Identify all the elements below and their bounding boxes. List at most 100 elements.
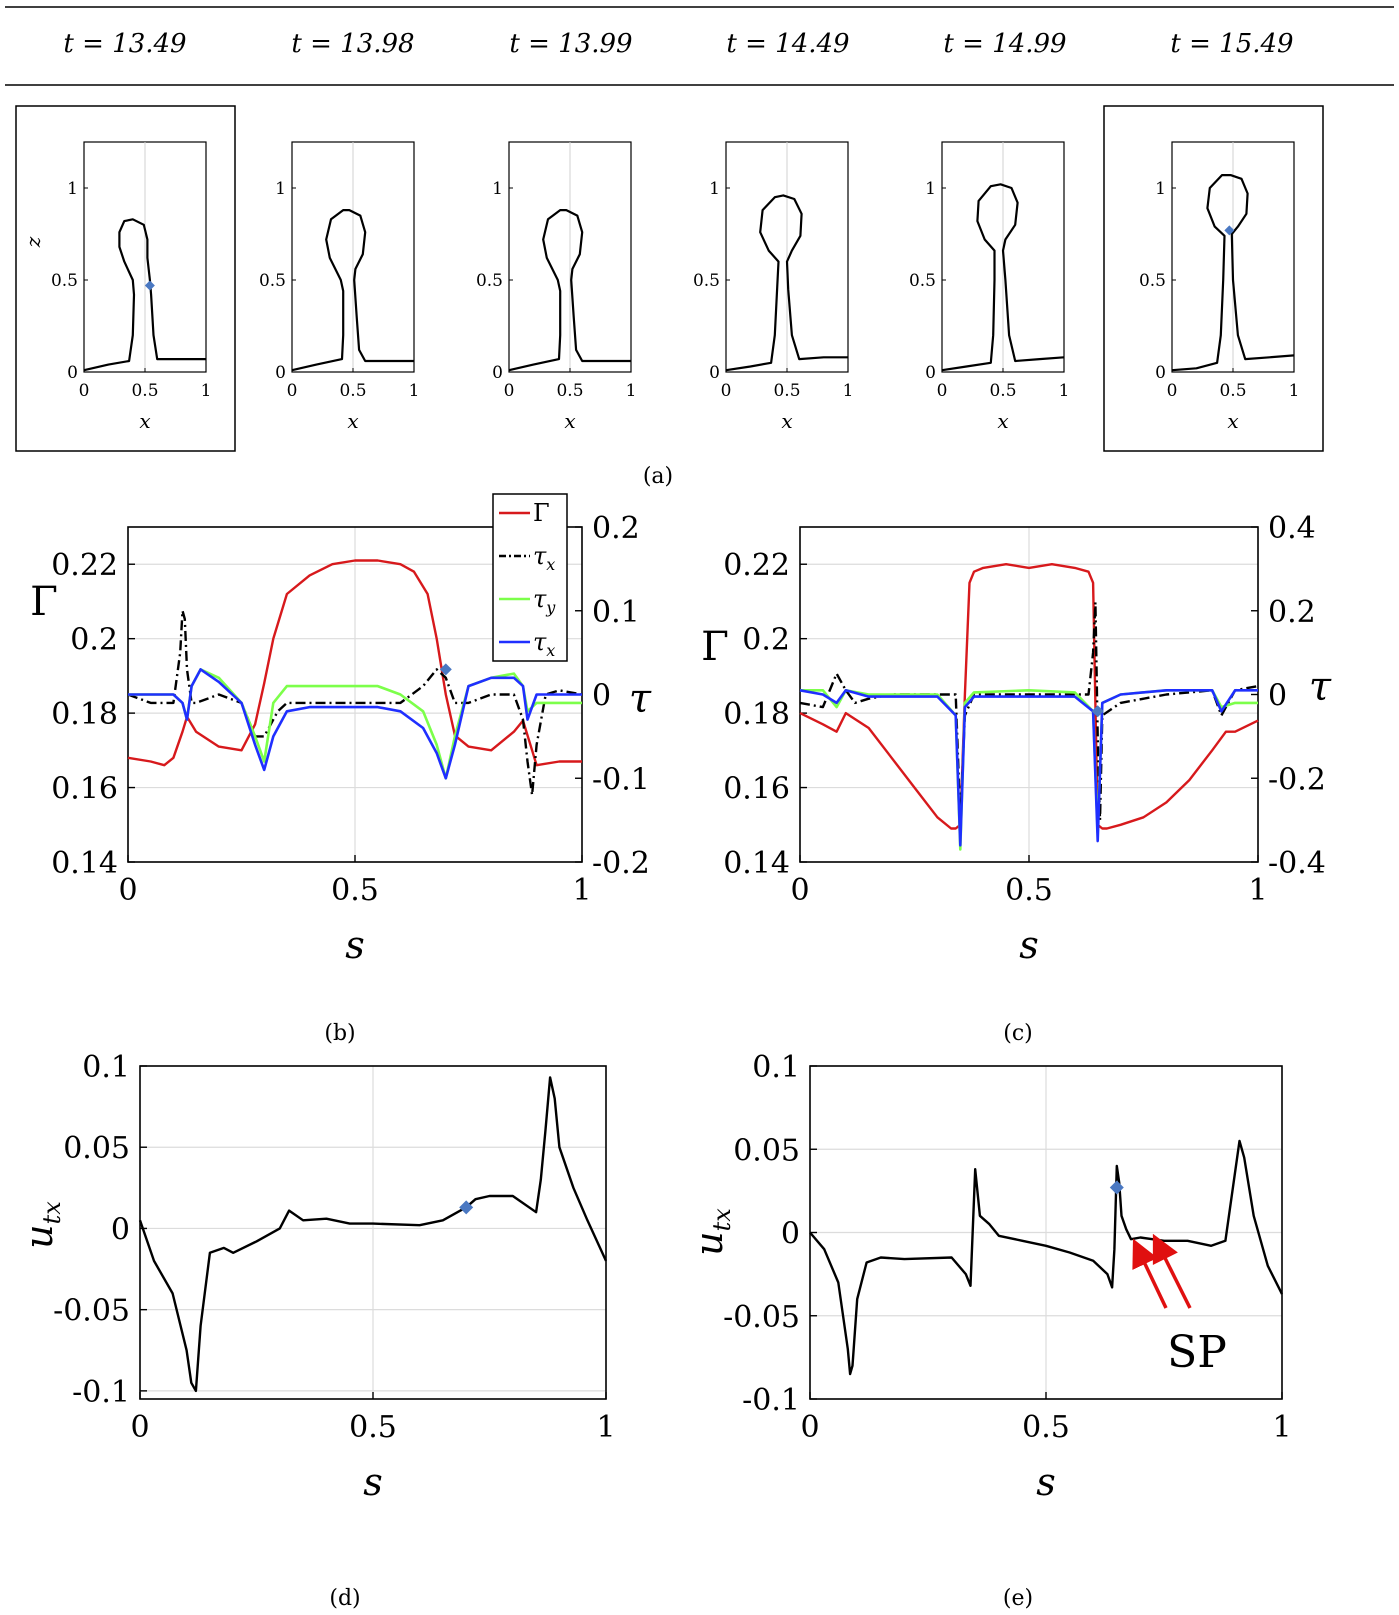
x-tick-label: 0.5 <box>1022 1410 1070 1445</box>
y-tick-label-right: -0.2 <box>1268 762 1326 797</box>
x-tick-label: 0 <box>800 1410 819 1445</box>
y-tick-label: 1 <box>925 179 936 199</box>
caption-d: (d) <box>329 1586 360 1611</box>
y-tick-label: 0.5 <box>693 271 720 291</box>
y-axis-label-right: τ <box>1309 664 1332 710</box>
x-tick-label: 1 <box>843 381 854 401</box>
series-tau-x-dashed-line <box>799 601 1259 822</box>
x-axis-label: x <box>1227 409 1238 433</box>
y-axis-label-right: τ <box>629 676 652 722</box>
y-tick-label: 0.16 <box>723 772 790 807</box>
y-tick-label: 0.14 <box>51 846 118 881</box>
y-tick-label: 0.05 <box>733 1133 800 1168</box>
header-time-label: t = 15.49 <box>1170 29 1293 59</box>
snapshot-panel: 00 0.5 0.5 1 1 x <box>476 141 637 433</box>
y-tick-label: 0 <box>925 363 936 383</box>
y-axis-label-subscript: tx <box>708 1208 736 1232</box>
series-tau-x-blue-line <box>128 668 582 780</box>
y-tick-label: 0.18 <box>723 697 790 732</box>
x-tick-label: 0 <box>79 381 90 401</box>
snapshot-highlight-box <box>1103 105 1324 452</box>
x-tick-label: 1 <box>409 381 420 401</box>
x-tick-label: 0 <box>1167 381 1178 401</box>
x-tick-label: 0.5 <box>556 381 583 401</box>
y-tick-label: 0.5 <box>909 271 936 291</box>
y-tick-label: 0.16 <box>51 772 118 807</box>
y-tick-label: 0.5 <box>51 271 78 291</box>
panel-b-chart: 0 0.5 1 s 0.14 0.16 0.18 0.2 0.22 -0.2 -0.1 0 0.1 0.2… <box>30 493 652 967</box>
snapshot-panel: 00 0.5 0.5 1 1 x <box>693 141 854 433</box>
legend-label-subscript: x <box>546 555 555 574</box>
x-tick-label: 0 <box>721 381 732 401</box>
marker-diamond <box>1109 1180 1124 1195</box>
x-tick-label: 0.5 <box>989 381 1016 401</box>
x-axis-label: x <box>781 409 792 433</box>
y-tick-label: 0.05 <box>63 1131 130 1166</box>
y-tick-label: 1 <box>492 179 503 199</box>
y-tick-label: 0 <box>709 363 720 383</box>
y-tick-label: 0.5 <box>1139 271 1166 291</box>
series-u-tx-line <box>809 1139 1284 1376</box>
legend-label-subscript: y <box>545 598 556 617</box>
interface-curve <box>1171 174 1295 372</box>
y-tick-label: -0.1 <box>72 1375 130 1410</box>
y-tick-label-right: -0.4 <box>1268 846 1326 881</box>
legend-label-subscript: x <box>546 641 555 660</box>
y-tick-label: 1 <box>709 179 720 199</box>
y-tick-label: 1 <box>67 179 78 199</box>
marker-diamond <box>439 663 452 676</box>
x-axis-label: s <box>345 923 365 967</box>
interface-curve <box>508 209 631 372</box>
x-tick-label: 1 <box>572 873 591 908</box>
series-u-tx-line <box>138 1076 608 1393</box>
y-tick-label-right: -0.2 <box>592 846 650 881</box>
panel-e-chart: 0 0.5 1 s -0.1 -0.05 0 0.05 0.1 utx SP <box>687 1050 1292 1504</box>
x-tick-label: 1 <box>626 381 637 401</box>
y-tick-label-right: 0.4 <box>1268 511 1316 546</box>
marker-diamond <box>1224 225 1235 236</box>
y-tick-label: 0.14 <box>723 846 790 881</box>
x-tick-label: 0.5 <box>339 381 366 401</box>
y-tick-label-right: -0.1 <box>592 762 650 797</box>
y-tick-label: 1 <box>1155 179 1166 199</box>
caption-b: (b) <box>324 1021 355 1046</box>
y-tick-label-right: 0 <box>1268 679 1287 714</box>
y-tick-label: 0 <box>67 363 78 383</box>
x-tick-label: 0.5 <box>1219 381 1246 401</box>
x-tick-label: 0.5 <box>773 381 800 401</box>
x-axis-label: x <box>564 409 575 433</box>
caption-a: (a) <box>643 464 673 489</box>
y-tick-label: 0.2 <box>742 623 790 658</box>
x-tick-label: 0.5 <box>131 381 158 401</box>
y-tick-label: 0.5 <box>476 271 503 291</box>
x-tick-label: 1 <box>1059 381 1070 401</box>
y-tick-label: -0.05 <box>53 1294 130 1329</box>
y-tick-label: -0.1 <box>742 1383 800 1418</box>
y-tick-label: 0 <box>1155 363 1166 383</box>
y-axis-label: z <box>21 236 45 248</box>
snapshot-highlight-box <box>15 105 236 452</box>
sp-arrow <box>1132 1238 1168 1309</box>
panel-d-chart: 0 0.5 1 s -0.1 -0.05 0 0.05 0.1 utx <box>17 1050 616 1504</box>
x-axis-label: x <box>139 409 150 433</box>
y-tick-label: 0 <box>492 363 503 383</box>
x-tick-label: 1 <box>596 1410 615 1445</box>
x-tick-label: 0 <box>504 381 515 401</box>
series-gamma-line <box>799 563 1259 830</box>
x-tick-label: 1 <box>1248 873 1267 908</box>
x-tick-label: 1 <box>201 381 212 401</box>
y-tick-label: 0.1 <box>82 1050 130 1085</box>
y-axis-label-left: Γ <box>30 579 58 625</box>
y-axis-label-subscript: tx <box>38 1201 66 1225</box>
header-time-label: t = 13.99 <box>509 29 632 59</box>
y-tick-label-right: 0 <box>592 679 611 714</box>
y-tick-label: -0.05 <box>723 1300 800 1335</box>
x-axis-label: s <box>1019 923 1039 967</box>
y-tick-label: 0.18 <box>51 697 118 732</box>
y-tick-label: 0.1 <box>752 1050 800 1085</box>
panel-a-snapshots: 000.50.511xz000.50.511x000.50.511x000.50… <box>15 105 1324 452</box>
y-axis-label-left: Γ <box>701 624 729 670</box>
x-tick-label: 0 <box>130 1410 149 1445</box>
snapshot-panel: 00 0.5 0.5 1 1 x z <box>21 141 212 433</box>
